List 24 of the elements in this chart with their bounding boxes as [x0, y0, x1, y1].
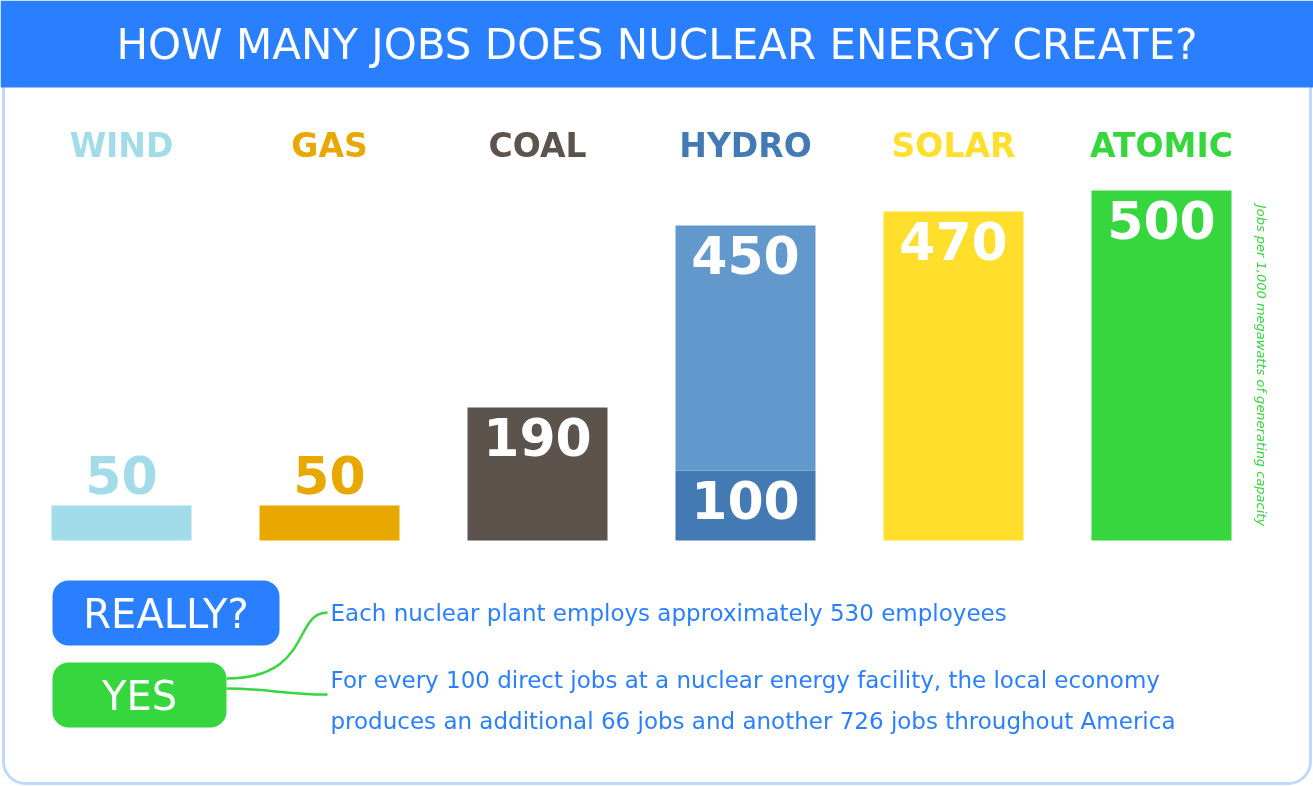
data-label: 100 — [691, 470, 800, 531]
x-tick-label: SOLAR — [891, 126, 1016, 165]
bar — [1091, 190, 1232, 541]
bar — [259, 505, 400, 541]
x-tick-label: ATOMIC — [1090, 126, 1233, 165]
text: REALLY? — [83, 591, 249, 637]
x-tick-label: WIND — [69, 126, 174, 165]
bar — [51, 505, 192, 541]
x-tick-label: COAL — [488, 126, 587, 165]
data-label: 500 — [1107, 190, 1216, 251]
chart-title: HOW MANY JOBS DOES NUCLEAR ENERGY CREATE? — [116, 20, 1198, 69]
x-tick-label: GAS — [291, 126, 368, 165]
text: YES — [100, 673, 178, 719]
y-axis-title: Jobs per 1,000 megawatts of generating capacity — [1254, 201, 1269, 527]
text: Each nuclear plant employs approximately 530 employees — [330, 599, 1007, 626]
bar — [675, 225, 816, 471]
total-label: 450 — [691, 225, 800, 286]
bar — [883, 211, 1024, 541]
data-label: 50 — [85, 445, 158, 506]
data-label: 470 — [899, 211, 1008, 272]
text: For every 100 direct jobs at a nuclear energy facility, the local economy produces an additional 66 jobs and another 726 jobs throughout America — [330, 666, 1176, 735]
data-label: 50 — [293, 445, 366, 506]
x-tick-label: HYDRO — [679, 126, 812, 165]
data-label: 190 — [483, 407, 592, 468]
